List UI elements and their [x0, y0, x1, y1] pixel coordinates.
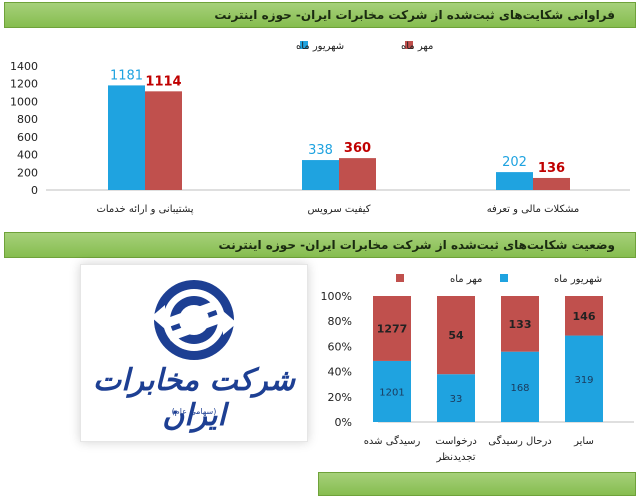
chart2-bar-segment [373, 360, 411, 422]
chart2-y-tick-label: 20% [328, 391, 352, 404]
chart2-y-tick-label: 60% [328, 340, 352, 353]
chart1-category-label: مشکلات مالی و تعرفه [487, 204, 580, 215]
chart1-data-label: 360 [344, 141, 371, 156]
chart2-category-label: درحال رسیدگی [488, 435, 552, 447]
chart1-bar [302, 160, 339, 190]
chart1-data-label: 338 [308, 143, 333, 158]
chart1-legend-label: مهر ماه [401, 41, 433, 52]
footer-bar [318, 472, 636, 496]
chart1-y-tick-label: 200 [17, 166, 38, 179]
chart1-y-tick-label: 1400 [10, 60, 38, 73]
chart2-legend-label: مهر ماه [450, 274, 482, 285]
chart2-bar-segment [565, 296, 603, 336]
chart1-bar [533, 177, 570, 190]
chart2-category-label: رسیدگی شده [364, 435, 421, 447]
chart2-y-tick-label: 40% [328, 366, 352, 379]
logo-subtext: (سهامی عام) [171, 407, 217, 416]
chart2-data-label: 54 [448, 329, 464, 342]
telecom-logo-icon [151, 280, 237, 360]
chart1-y-tick-label: 1000 [10, 95, 38, 108]
chart2-legend-label: شهریور ماه [554, 274, 602, 285]
chart2: 0% 20% 40% 60% 80% 100% مهر ماه شهریور ماه 1201 1… [321, 274, 634, 463]
chart1-bar [339, 158, 376, 190]
logo-panel: شرکت مخابرات ایران (سهامی عام) [80, 264, 308, 442]
logo-text: شرکت مخابرات ایران [93, 363, 295, 433]
chart1-bar [108, 85, 145, 190]
chart2-bar-segment [437, 296, 475, 375]
chart2-data-label: 133 [509, 318, 532, 331]
chart1-category-label: پشتیبانی و ارائه خدمات [96, 204, 193, 215]
chart2-bar-segment [565, 335, 603, 422]
chart1-legend-swatch [405, 41, 413, 49]
chart2-data-label: 146 [573, 310, 596, 323]
chart1-data-label: 202 [502, 155, 527, 170]
chart1-title-banner: فراوانی شکایت‌های ثبت‌شده از شرکت مخابرا… [4, 2, 636, 28]
chart2-y-tick-label: 100% [321, 290, 352, 303]
chart1-legend-label: شهریور ماه [296, 41, 344, 52]
chart2-category-label: سایر [573, 436, 594, 447]
chart1-data-label: 1114 [145, 74, 181, 89]
chart2-data-label: 1201 [379, 387, 404, 398]
chart1-title: فراوانی شکایت‌های ثبت‌شده از شرکت مخابرا… [214, 8, 615, 22]
chart1-y-tick-label: 400 [17, 149, 38, 162]
chart2-y-tick-label: 80% [328, 315, 352, 328]
chart1-bar [496, 172, 533, 190]
chart1-bar [145, 91, 182, 190]
chart1-y-tick-label: 600 [17, 131, 38, 144]
chart2-bar-segment [501, 296, 539, 352]
chart2-y-tick-label: 0% [335, 416, 352, 429]
chart1-category-label: کیفیت سرویس [307, 204, 370, 215]
chart2-data-label: 319 [574, 375, 593, 386]
chart2-data-label: 168 [510, 383, 529, 394]
chart2-bar-segment [501, 351, 539, 422]
chart1-y-tick-label: 0 [31, 184, 38, 197]
chart2-legend-swatch [396, 274, 404, 282]
chart2-category-label: درخواست [435, 436, 477, 447]
chart1-data-label: 1181 [110, 68, 143, 83]
chart1: 0 200 400 600 800 1000 1200 1400 مهر ماه شهریور م… [10, 41, 630, 215]
chart2-data-label: 1277 [377, 322, 408, 335]
chart1-legend-swatch [300, 41, 308, 49]
chart2-title-banner: وضعیت شکایت‌های ثبت‌شده از شرکت مخابرات … [4, 232, 636, 258]
chart1-data-label: 136 [538, 161, 565, 176]
chart1-y-tick-label: 800 [17, 113, 38, 126]
chart2-category-label: تجدیدنظر [435, 452, 475, 463]
chart1-y-tick-label: 1200 [10, 78, 38, 91]
chart2-bar-segment [373, 296, 411, 361]
chart2-title: وضعیت شکایت‌های ثبت‌شده از شرکت مخابرات … [218, 238, 615, 252]
chart2-bar-segment [437, 374, 475, 422]
chart2-data-label: 33 [450, 394, 463, 405]
chart2-legend-swatch [500, 274, 508, 282]
